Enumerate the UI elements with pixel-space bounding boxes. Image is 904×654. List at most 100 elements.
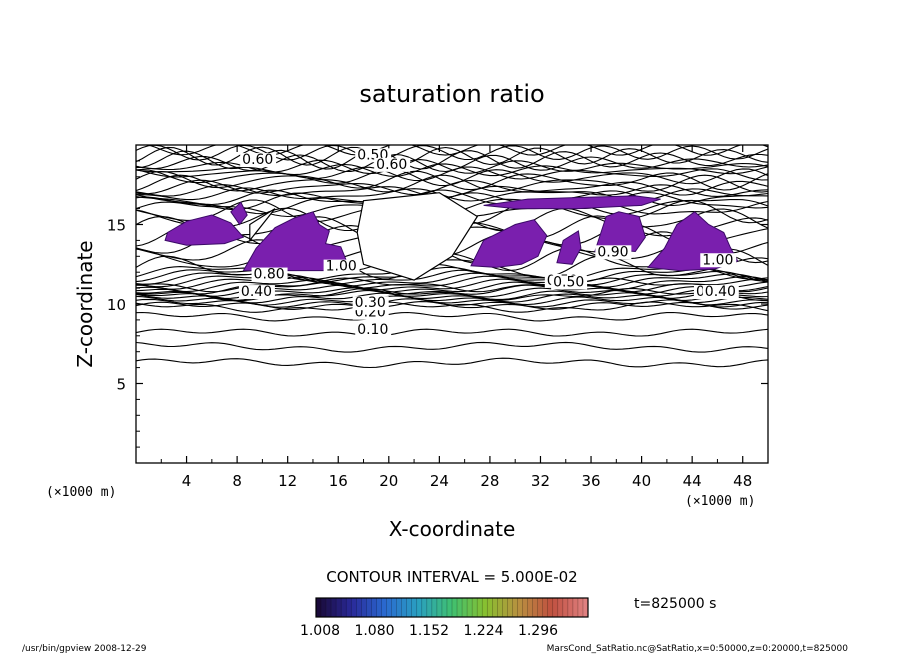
colorbar-segment xyxy=(552,598,559,617)
colorbar-segment xyxy=(577,598,584,617)
colorbar-segment xyxy=(557,598,564,617)
colorbar-segment xyxy=(351,598,357,617)
colorbar-segment xyxy=(497,598,503,617)
contour-labels: 0.100.200.300.400.400.500.500.600.801.00… xyxy=(238,147,739,338)
y-axis: 5 10 15 xyxy=(107,160,768,448)
colorbar-segment xyxy=(467,598,473,617)
contour-label: 0.60 xyxy=(242,152,273,168)
colorbar-segment xyxy=(462,598,468,617)
colorbar-segment xyxy=(527,598,533,617)
contour-interval: CONTOUR INTERVAL = 5.000E-02 xyxy=(326,568,577,586)
contour-label: 0.50 xyxy=(553,275,584,291)
colorbar-tick-label: 1.224 xyxy=(463,623,503,639)
colorbar-segment xyxy=(532,598,538,617)
contour-line xyxy=(136,311,768,322)
colorbar-segment xyxy=(396,598,402,617)
colorbar-segment xyxy=(416,598,423,617)
colorbar-tick-labels: 1.008 1.080 1.152 1.224 1.296 xyxy=(300,623,558,639)
y-tick-label: 15 xyxy=(107,217,126,235)
colorbar-segment xyxy=(502,598,508,617)
contour-label-bg xyxy=(238,285,275,300)
contour-label-bg xyxy=(700,253,737,268)
colorbar-segment xyxy=(537,598,543,617)
colorbar-segment xyxy=(406,598,413,617)
colorbar-segment xyxy=(366,598,372,617)
colorbar-tick-label: 1.008 xyxy=(300,623,340,639)
colorbar-segment xyxy=(331,598,337,617)
y-tick-label: 5 xyxy=(116,376,126,394)
colorbar-segment xyxy=(487,598,493,617)
contour-line xyxy=(136,275,768,291)
contour-label: 0.30 xyxy=(355,295,386,311)
contour-line xyxy=(136,159,768,175)
colorbar-segment xyxy=(512,598,518,617)
contour-label: 0.40 xyxy=(241,284,272,300)
colorbar-segment xyxy=(436,598,443,617)
contour-label: 0.10 xyxy=(357,322,388,338)
colorbar-segment xyxy=(582,598,589,617)
x-axis-title: X-coordinate xyxy=(389,517,516,541)
x-tick-label: 40 xyxy=(632,472,651,490)
colorbar-segment xyxy=(507,598,513,617)
colorbar-segment xyxy=(482,598,488,617)
x-tick-label: 16 xyxy=(329,472,348,490)
x-tick-label: 8 xyxy=(232,472,242,490)
supersaturated-region xyxy=(164,214,245,246)
colorbar-segment xyxy=(522,598,528,617)
contour-label: 0.40 xyxy=(705,284,736,300)
contour-line xyxy=(136,328,768,337)
contour-label-bg xyxy=(251,267,288,282)
colorbar-segment xyxy=(457,598,463,617)
contour-line xyxy=(136,269,768,286)
colorbar-segment xyxy=(547,598,554,617)
contour-line xyxy=(136,287,768,299)
colorbar-tick-label: 1.080 xyxy=(354,623,394,639)
x-tick-label: 20 xyxy=(379,472,398,490)
footer-left: /usr/bin/gpview 2008-12-29 xyxy=(22,644,147,654)
colorbar-tick-label: 1.152 xyxy=(409,623,449,639)
colorbar-segment xyxy=(517,598,523,617)
contour-label-bg xyxy=(551,275,588,290)
contour-line xyxy=(136,174,768,193)
contour-line xyxy=(136,301,768,313)
chart-title: saturation ratio xyxy=(359,80,544,108)
x-tick-label: 32 xyxy=(531,472,550,490)
contour-line xyxy=(136,357,768,369)
colorbar-segment xyxy=(562,598,569,617)
colorbar-segment xyxy=(572,598,579,617)
colorbar-segment xyxy=(567,598,574,617)
colorbar-frame xyxy=(315,597,589,618)
colorbar-segment xyxy=(492,598,498,617)
contour-line xyxy=(136,289,768,302)
colorbar-segment xyxy=(356,598,362,617)
x-tick-label: 12 xyxy=(278,472,297,490)
supersaturated-region xyxy=(483,195,661,210)
colorbar-segment xyxy=(336,598,342,617)
x-tick-label: 28 xyxy=(480,472,499,490)
colorbar-segment xyxy=(446,598,453,617)
colorbar-segment xyxy=(326,598,332,617)
y-tick-label: 10 xyxy=(107,296,126,314)
contour-line xyxy=(136,278,768,293)
contour-label: 0.60 xyxy=(376,157,407,173)
x-axis: 4 8 12 16 20 24 28 32 36 40 44 48 xyxy=(160,145,752,490)
clear-region xyxy=(249,208,276,243)
colorbar-segment xyxy=(411,598,418,617)
colorbar-segment xyxy=(391,598,397,617)
contour-label: 0.80 xyxy=(254,267,285,283)
contour-line xyxy=(136,189,768,207)
colorbar-segment xyxy=(386,598,392,617)
colorbar-segment xyxy=(321,598,327,617)
x-tick-label: 44 xyxy=(683,472,702,490)
contour-label-bg xyxy=(352,296,389,311)
contour-line xyxy=(136,179,768,196)
colorbar-segment xyxy=(376,598,382,617)
contour-line xyxy=(136,341,768,353)
contour-label: 1.00 xyxy=(326,259,357,275)
contour-line xyxy=(136,301,768,310)
footer-right: MarsCond_SatRatio.nc@SatRatio,x=0:50000,… xyxy=(547,644,849,654)
contour-label-bg xyxy=(240,153,277,168)
colorbar-segment xyxy=(452,598,458,617)
colorbar-segment xyxy=(381,598,387,617)
